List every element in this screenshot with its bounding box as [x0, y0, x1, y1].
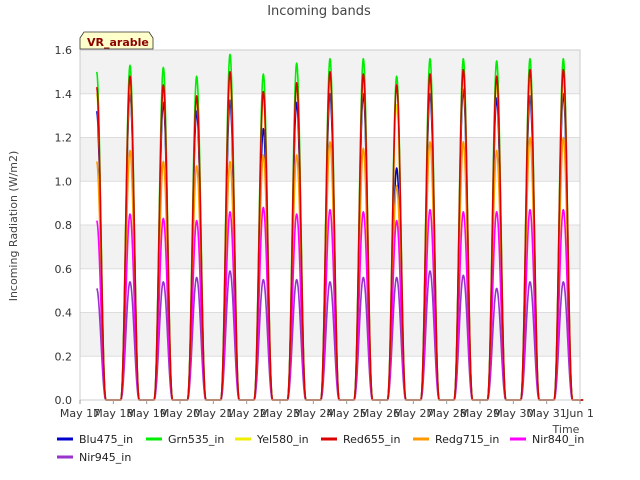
y-tick-label: 1.6: [55, 44, 73, 57]
x-tick-label: May 18: [93, 407, 133, 420]
x-tick-label: Jun 1: [565, 407, 594, 420]
legend-label: Grn535_in: [168, 433, 224, 446]
chart-title: Incoming bands: [267, 4, 371, 19]
site-label: VR_arable: [87, 36, 149, 49]
y-tick-label: 0.8: [55, 219, 73, 232]
y-axis-ticks: 0.0 0.2 0.4 0.6 0.8 1.0 1.2 1.4 1.6: [55, 44, 73, 407]
x-tick-label: May 31: [527, 407, 567, 420]
legend-item-red655-in: Red655_in: [321, 433, 400, 446]
plot-band: [80, 225, 580, 269]
plot-band: [80, 268, 580, 313]
plot-frame: [79, 49, 581, 401]
x-tick-label: May 28: [427, 407, 467, 420]
y-tick-label: 0.4: [55, 307, 73, 320]
x-tick-label: May 21: [193, 407, 233, 420]
x-tick-label: May 19: [127, 407, 167, 420]
legend-label: Yel580_in: [256, 433, 309, 446]
y-tick-label: 1.2: [55, 132, 73, 145]
plot-band: [80, 356, 580, 400]
x-tick-label: May 27: [393, 407, 433, 420]
x-tick-label: May 30: [493, 407, 533, 420]
x-tick-label: May 26: [360, 407, 400, 420]
x-tick-label: May 25: [327, 407, 367, 420]
x-tick-label: May 20: [160, 407, 200, 420]
y-axis-title: Incoming Radiation (W/m2): [7, 151, 20, 302]
legend-item-nir840-in: Nir840_in: [510, 433, 584, 446]
plot-band: [80, 181, 580, 225]
legend-item-nir945-in: Nir945_in: [57, 451, 131, 464]
legend-item-redg715-in: Redg715_in: [413, 433, 499, 446]
x-tick-label: May 22: [227, 407, 267, 420]
plot-band: [80, 312, 580, 357]
x-tick-label: May 24: [293, 407, 333, 420]
y-tick-label: 0.6: [55, 263, 73, 276]
legend: Blu475_in Grn535_in Yel580_in Red655_in Redg…: [57, 433, 584, 464]
y-tick-label: 0.0: [55, 394, 73, 407]
legend-item-yel580-in: Yel580_in: [235, 433, 309, 446]
legend-label: Red655_in: [343, 433, 400, 446]
legend-item-blu475-in: Blu475_in: [57, 433, 133, 446]
x-axis-title: Time: [552, 423, 580, 436]
site-label-box: VR_arable: [79, 31, 154, 50]
y-tick-label: 1.0: [55, 175, 73, 188]
legend-label: Nir840_in: [532, 433, 584, 446]
legend-item-grn535-in: Grn535_in: [146, 433, 224, 446]
plot-band: [80, 93, 580, 138]
legend-label: Redg715_in: [435, 433, 499, 446]
x-tick-label: May 23: [260, 407, 300, 420]
y-tick-label: 1.4: [55, 88, 73, 101]
legend-label: Blu475_in: [79, 433, 133, 446]
y-tick-label: 0.2: [55, 350, 73, 363]
legend-label: Nir945_in: [79, 451, 131, 464]
x-tick-label: May 29: [460, 407, 500, 420]
x-tick-label: May 17: [60, 407, 100, 420]
